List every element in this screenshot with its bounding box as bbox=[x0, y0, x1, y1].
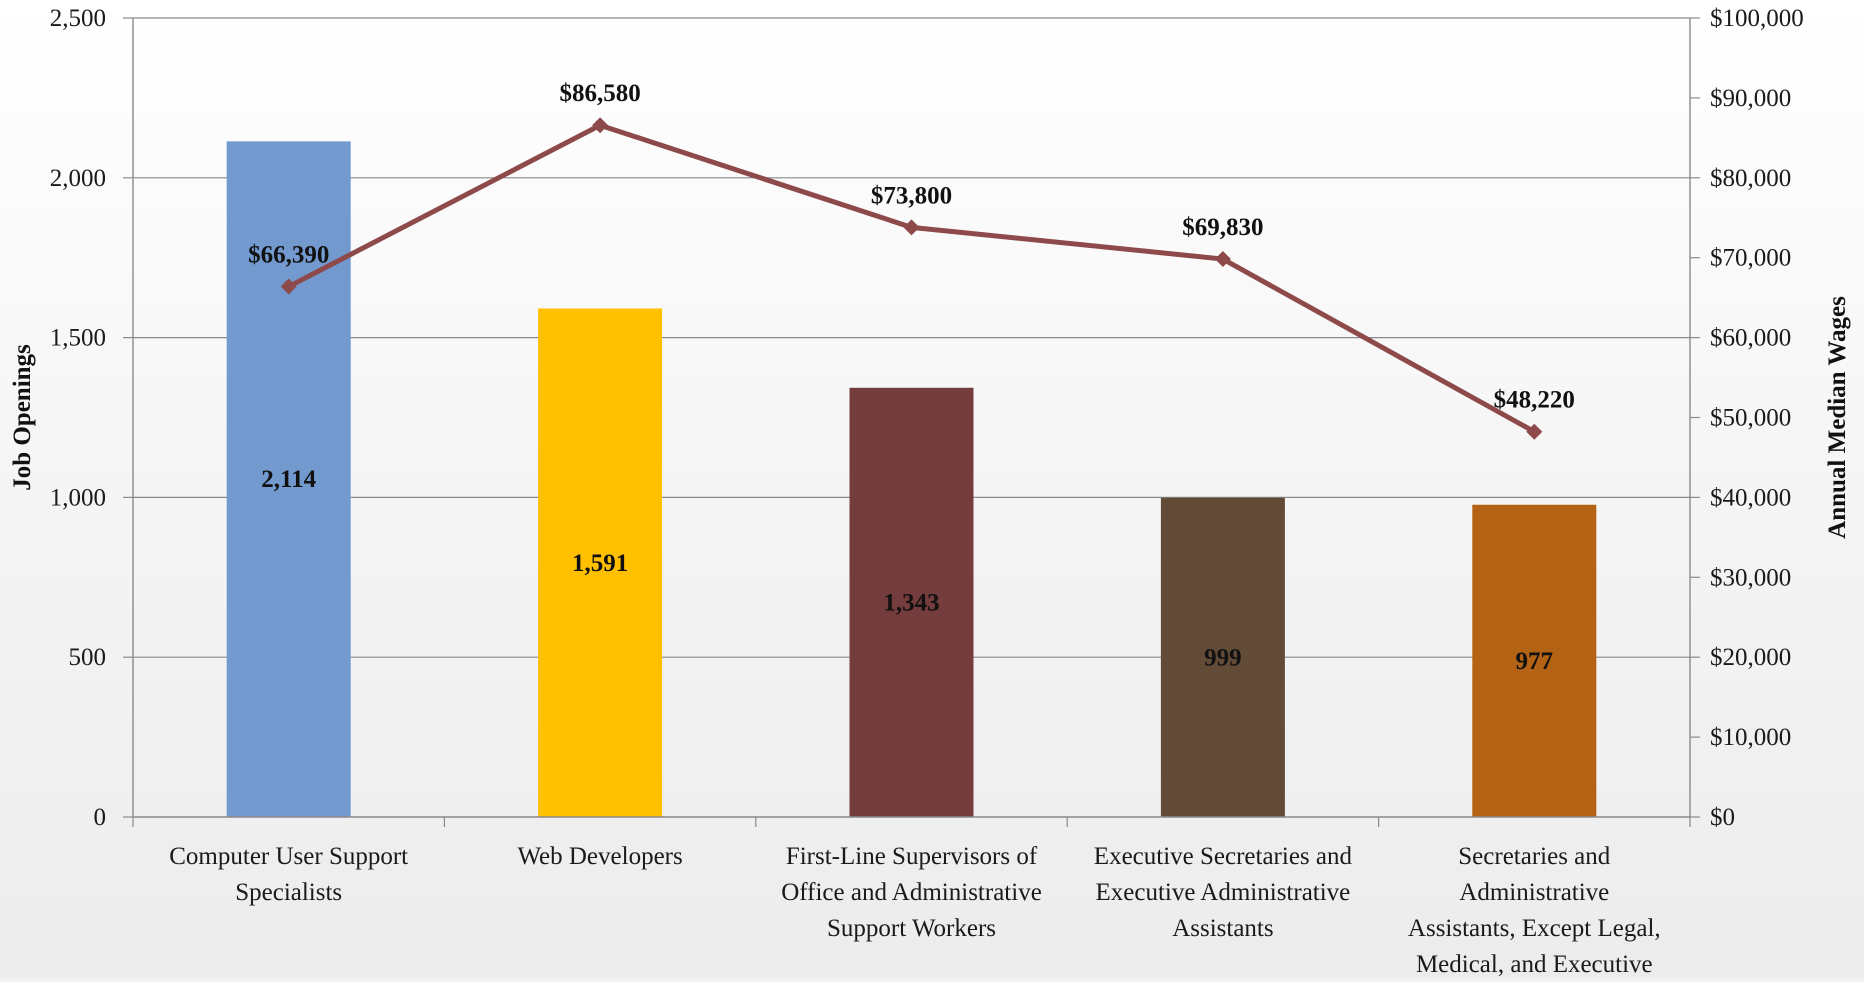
line-series bbox=[280, 117, 1543, 440]
x-tick-label: First-Line Supervisors of Office and Admi… bbox=[781, 843, 1042, 942]
y2-tick-label: $60,000 bbox=[1710, 325, 1791, 352]
y2-tick-label: $10,000 bbox=[1710, 724, 1791, 751]
line-point bbox=[903, 219, 920, 236]
y2-tick-label: $40,000 bbox=[1710, 484, 1791, 511]
line-data-label: $48,220 bbox=[1494, 387, 1575, 414]
y2-axis-title: Annual Median Wages bbox=[1824, 296, 1851, 539]
line-data-label: $86,580 bbox=[559, 80, 640, 107]
x-tick-label: Executive Secretaries and Executive Admin… bbox=[1094, 843, 1353, 942]
data-labels: 2,114 1,591 1,343 999 977 $66,390 $86,580 $73,8… bbox=[248, 80, 1575, 675]
bar bbox=[849, 387, 974, 817]
x-tick-label: Web Developers bbox=[517, 843, 682, 870]
bar-data-label: 2,114 bbox=[261, 466, 316, 493]
axes: 0 500 1,000 1,500 2,000 2,500 $0 $10,000 $20,000… bbox=[50, 5, 1804, 978]
y2-tick-label: $90,000 bbox=[1710, 85, 1791, 112]
bar-series bbox=[226, 141, 1597, 817]
bar bbox=[226, 141, 351, 817]
y-axis-title: Job Openings bbox=[9, 344, 36, 491]
y2-tick-label: $100,000 bbox=[1710, 5, 1804, 32]
bar bbox=[1472, 504, 1597, 817]
x-tick-label: Secretaries and Administrative Assistants,… bbox=[1408, 843, 1661, 977]
gridlines bbox=[133, 17, 1690, 658]
line-data-label: $69,830 bbox=[1182, 214, 1263, 241]
line-point bbox=[1526, 423, 1543, 440]
y-tick-label: 2,000 bbox=[50, 165, 106, 192]
bar-data-label: 1,343 bbox=[883, 589, 939, 616]
bar bbox=[1160, 497, 1285, 817]
y2-tick-label: $30,000 bbox=[1710, 564, 1791, 591]
bar-data-label: 977 bbox=[1516, 648, 1554, 675]
y2-tick-label: $0 bbox=[1710, 804, 1735, 831]
line-point bbox=[592, 117, 609, 134]
y2-tick-label: $80,000 bbox=[1710, 165, 1791, 192]
y2-tick-label: $50,000 bbox=[1710, 405, 1791, 432]
line-data-label: $66,390 bbox=[248, 242, 329, 269]
line-point bbox=[1214, 251, 1231, 268]
axis-titles: Job Openings Annual Median Wages bbox=[9, 296, 1851, 539]
line-data-label: $73,800 bbox=[871, 182, 952, 209]
line-point bbox=[280, 278, 297, 295]
y-tick-label: 1,000 bbox=[50, 484, 106, 511]
bar bbox=[538, 308, 663, 817]
y2-tick-label: $70,000 bbox=[1710, 245, 1791, 272]
bar-data-label: 999 bbox=[1204, 644, 1242, 671]
x-tick-label: Computer User Support Specialists bbox=[169, 843, 408, 906]
y-tick-label: 2,500 bbox=[50, 5, 106, 32]
wage-line bbox=[287, 122, 1536, 434]
y-tick-label: 500 bbox=[69, 644, 107, 671]
bar-data-label: 1,591 bbox=[572, 550, 628, 577]
y-tick-label: 0 bbox=[94, 804, 107, 831]
y-tick-label: 1,500 bbox=[50, 325, 106, 352]
y2-tick-label: $20,000 bbox=[1710, 644, 1791, 671]
